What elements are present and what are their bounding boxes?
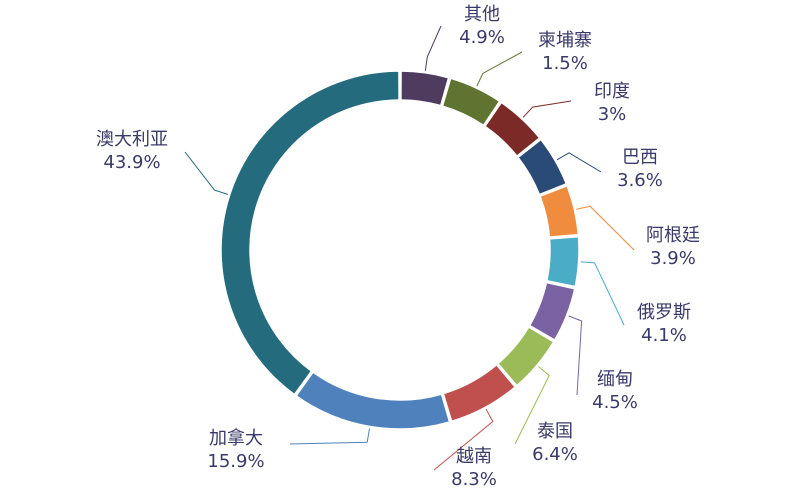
- leader-line-4: [576, 205, 635, 251]
- leader-line-0: [424, 25, 442, 71]
- slice-4: [539, 184, 580, 238]
- slice-name-label: 阿根廷: [646, 225, 700, 246]
- slice-name-label: 缅甸: [597, 369, 633, 390]
- slice-value-label: 1.5%: [542, 53, 588, 74]
- leader-line-1: [476, 51, 523, 87]
- slice-7: [496, 325, 555, 387]
- slice-value-label: 3.9%: [650, 248, 696, 269]
- slice-value-label: 4.9%: [459, 27, 505, 48]
- slice-name-label: 澳大利亚: [96, 129, 168, 150]
- slice-name-label: 巴西: [622, 147, 658, 168]
- slice-value-label: 4.1%: [641, 325, 687, 346]
- slice-value-label: 15.9%: [207, 451, 264, 472]
- leader-line-5: [580, 261, 625, 326]
- slice-value-label: 43.9%: [103, 152, 160, 173]
- slice-0: [400, 70, 450, 107]
- slice-name-label: 越南: [456, 446, 492, 467]
- slice-9: [295, 371, 451, 430]
- slice-name-label: 柬埔寨: [538, 30, 592, 51]
- slice-name-label: 印度: [594, 81, 630, 102]
- leader-line-9: [289, 428, 371, 445]
- slice-name-label: 其他: [464, 4, 500, 25]
- slice-value-label: 3%: [598, 104, 627, 125]
- slice-name-label: 俄罗斯: [637, 302, 691, 323]
- slice-2: [483, 101, 541, 158]
- leader-line-2: [522, 100, 572, 118]
- slice-value-label: 8.3%: [451, 469, 497, 490]
- leader-line-3: [556, 152, 602, 173]
- leader-line-6: [568, 315, 583, 396]
- slice-value-label: 4.5%: [592, 392, 638, 413]
- slice-5: [545, 235, 580, 288]
- slice-name-label: 加拿大: [209, 427, 263, 449]
- slice-1: [441, 77, 501, 127]
- slice-8: [442, 363, 517, 423]
- slice-value-label: 6.4%: [532, 444, 578, 465]
- leader-line-7: [514, 366, 550, 445]
- slice-10: [220, 70, 400, 396]
- leader-line-10: [184, 151, 228, 195]
- slice-6: [528, 281, 576, 342]
- slice-value-label: 3.6%: [617, 170, 663, 191]
- leader-line-8: [433, 408, 494, 471]
- slice-3: [517, 138, 568, 196]
- slice-name-label: 泰国: [537, 421, 573, 442]
